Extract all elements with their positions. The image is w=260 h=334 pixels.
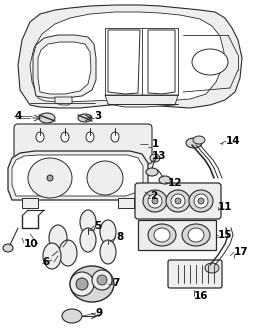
Bar bbox=[118, 198, 134, 208]
Ellipse shape bbox=[192, 49, 228, 75]
Ellipse shape bbox=[43, 243, 61, 269]
Ellipse shape bbox=[182, 224, 210, 246]
Ellipse shape bbox=[70, 272, 94, 296]
Ellipse shape bbox=[49, 225, 67, 251]
Ellipse shape bbox=[59, 240, 77, 266]
FancyBboxPatch shape bbox=[135, 183, 221, 219]
Polygon shape bbox=[30, 12, 224, 102]
Ellipse shape bbox=[205, 263, 219, 273]
Bar bbox=[120, 158, 134, 168]
Ellipse shape bbox=[146, 168, 158, 176]
Text: 13: 13 bbox=[152, 151, 166, 161]
Text: 5: 5 bbox=[94, 221, 101, 231]
Ellipse shape bbox=[86, 132, 94, 142]
Ellipse shape bbox=[143, 190, 167, 212]
Ellipse shape bbox=[193, 136, 205, 144]
Ellipse shape bbox=[148, 194, 162, 208]
Text: 12: 12 bbox=[168, 178, 183, 188]
Text: 10: 10 bbox=[24, 239, 38, 249]
Text: 6: 6 bbox=[42, 257, 49, 267]
Ellipse shape bbox=[61, 132, 69, 142]
Ellipse shape bbox=[76, 278, 88, 290]
Ellipse shape bbox=[87, 161, 123, 195]
Ellipse shape bbox=[92, 270, 112, 290]
Ellipse shape bbox=[111, 132, 119, 142]
Text: 15: 15 bbox=[218, 230, 232, 240]
Ellipse shape bbox=[198, 198, 204, 204]
Text: 7: 7 bbox=[112, 278, 119, 288]
Ellipse shape bbox=[175, 198, 181, 204]
Text: 3: 3 bbox=[94, 111, 101, 121]
Bar bbox=[22, 198, 38, 208]
Polygon shape bbox=[8, 151, 148, 200]
Polygon shape bbox=[148, 30, 175, 94]
Ellipse shape bbox=[80, 210, 96, 234]
Ellipse shape bbox=[62, 309, 82, 323]
Polygon shape bbox=[108, 30, 140, 94]
Ellipse shape bbox=[150, 154, 160, 162]
Ellipse shape bbox=[186, 138, 202, 148]
Text: 8: 8 bbox=[116, 232, 123, 242]
Ellipse shape bbox=[80, 228, 96, 252]
Ellipse shape bbox=[70, 266, 114, 302]
Polygon shape bbox=[55, 97, 72, 105]
Ellipse shape bbox=[3, 244, 13, 252]
Ellipse shape bbox=[36, 132, 44, 142]
Ellipse shape bbox=[39, 113, 55, 123]
Ellipse shape bbox=[189, 190, 213, 212]
Text: 16: 16 bbox=[194, 291, 209, 301]
Ellipse shape bbox=[188, 228, 204, 242]
Bar bbox=[138, 220, 216, 250]
Polygon shape bbox=[38, 42, 91, 94]
Ellipse shape bbox=[78, 114, 92, 122]
Text: 4: 4 bbox=[14, 111, 21, 121]
Polygon shape bbox=[18, 5, 242, 108]
Text: 11: 11 bbox=[218, 202, 232, 212]
Polygon shape bbox=[12, 155, 143, 196]
FancyBboxPatch shape bbox=[168, 260, 222, 288]
Polygon shape bbox=[105, 95, 178, 107]
Ellipse shape bbox=[100, 220, 116, 244]
Ellipse shape bbox=[171, 194, 185, 208]
Ellipse shape bbox=[100, 240, 116, 264]
Ellipse shape bbox=[47, 175, 53, 181]
Polygon shape bbox=[33, 35, 96, 98]
Ellipse shape bbox=[166, 190, 190, 212]
Bar bbox=[32, 158, 46, 168]
Text: 14: 14 bbox=[226, 136, 240, 146]
Ellipse shape bbox=[28, 158, 72, 198]
Ellipse shape bbox=[159, 176, 171, 184]
Ellipse shape bbox=[148, 224, 176, 246]
Ellipse shape bbox=[194, 194, 208, 208]
Text: 1: 1 bbox=[152, 139, 159, 149]
Ellipse shape bbox=[97, 275, 107, 285]
Text: 9: 9 bbox=[96, 308, 103, 318]
Text: 2: 2 bbox=[150, 191, 157, 201]
FancyBboxPatch shape bbox=[14, 124, 152, 164]
Ellipse shape bbox=[154, 228, 170, 242]
Text: 17: 17 bbox=[234, 247, 249, 257]
Ellipse shape bbox=[152, 198, 158, 204]
